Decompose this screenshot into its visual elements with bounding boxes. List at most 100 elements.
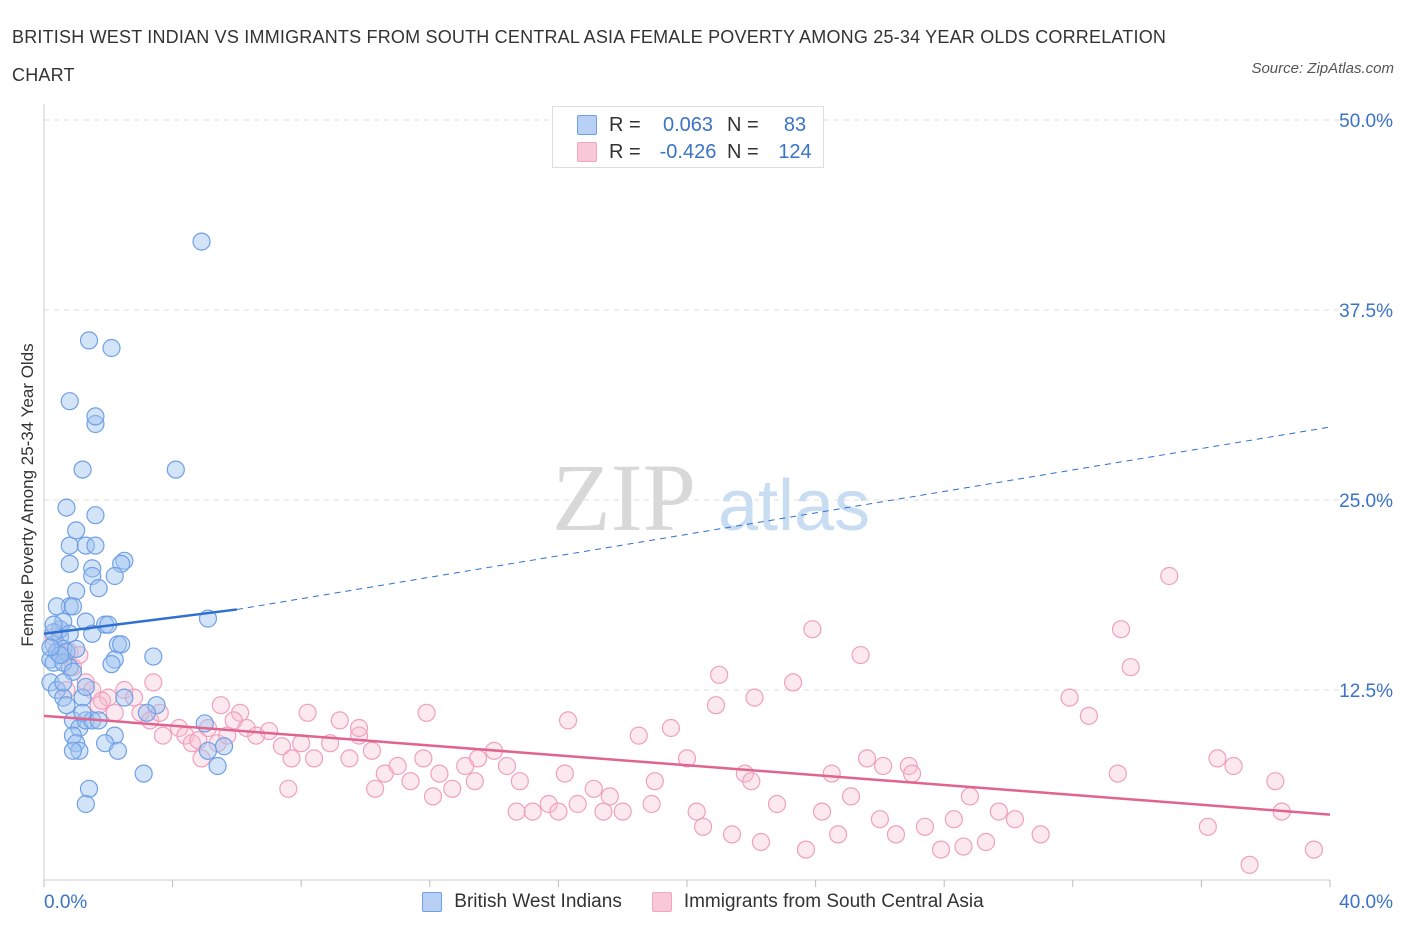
point-south-central-asia [1121, 658, 1140, 677]
point-south-central-asia [555, 764, 574, 783]
y-tick-label: 37.5% [1339, 301, 1393, 322]
point-south-central-asia [584, 779, 603, 798]
trend-line-pink [43, 714, 1331, 816]
point-south-central-asia [366, 779, 385, 798]
watermark-atlas: atlas [718, 466, 870, 546]
legend-row-blue: R = 0.063 N = 83 [577, 112, 817, 138]
point-south-central-asia [298, 703, 317, 722]
point-south-central-asia [153, 726, 173, 745]
point-british-west-indians [73, 460, 92, 479]
point-south-central-asia [497, 756, 517, 776]
point-south-central-asia [465, 772, 484, 791]
chart-title: BRITISH WEST INDIAN VS IMMIGRANTS FROM S… [12, 27, 1167, 85]
point-south-central-asia [282, 749, 301, 768]
point-south-central-asia [886, 825, 906, 844]
point-south-central-asia [401, 772, 420, 791]
point-south-central-asia [745, 688, 764, 707]
point-british-west-indians [67, 639, 86, 659]
point-british-west-indians [41, 673, 60, 692]
series-legend: British West Indians Immigrants from Sou… [0, 888, 1406, 916]
point-british-west-indians [60, 624, 79, 643]
point-british-west-indians [86, 407, 105, 426]
point-south-central-asia [829, 825, 848, 844]
legend-n-value: 124 [778, 140, 812, 163]
legend-label: British West Indians [454, 891, 622, 912]
point-british-west-indians [57, 498, 76, 517]
point-south-central-asia [304, 749, 324, 768]
legend-r-value: 0.063 [662, 113, 714, 136]
point-south-central-asia [613, 802, 632, 821]
point-british-west-indians [60, 554, 79, 573]
point-south-central-asia [340, 749, 359, 768]
legend-label: Immigrants from South Central Asia [683, 891, 984, 912]
point-british-west-indians [76, 536, 95, 555]
point-south-central-asia [767, 794, 787, 814]
point-south-central-asia [362, 741, 382, 760]
point-south-central-asia [874, 756, 893, 776]
point-british-west-indians [47, 680, 66, 700]
legend-n-label: N = [727, 140, 759, 163]
correlation-legend: R = 0.063 N = 83 R = -0.426 N = 124 [552, 106, 824, 168]
point-british-west-indians [50, 645, 70, 665]
point-south-central-asia [279, 779, 298, 798]
point-british-west-indians [63, 711, 83, 730]
point-british-west-indians [73, 688, 92, 707]
point-british-west-indians [144, 647, 163, 666]
point-south-central-asia [1160, 566, 1179, 586]
point-british-west-indians [57, 696, 76, 715]
point-british-west-indians [115, 688, 134, 707]
point-south-central-asia [710, 665, 729, 684]
point-south-central-asia [539, 794, 558, 814]
point-british-west-indians [47, 597, 66, 616]
legend-n-label: N = [727, 113, 759, 136]
point-british-west-indians [89, 579, 108, 598]
point-south-central-asia [388, 756, 407, 776]
point-south-central-asia [124, 688, 144, 707]
x-tick-label: 0.0% [44, 892, 87, 913]
point-south-central-asia [812, 802, 832, 821]
source-label: Source: ZipAtlas.com [1251, 60, 1394, 77]
point-south-central-asia [1005, 810, 1025, 829]
legend-r-label: R = [609, 140, 641, 163]
point-south-central-asia [751, 832, 771, 852]
point-south-central-asia [594, 802, 613, 821]
point-british-west-indians [79, 331, 99, 350]
legend-swatch-blue [422, 892, 443, 912]
trend-lines [43, 426, 1331, 816]
point-british-west-indians [67, 521, 86, 540]
point-south-central-asia [742, 772, 761, 791]
data-points [41, 232, 1324, 874]
point-south-central-asia [237, 718, 256, 738]
y-tick-label: 12.5% [1339, 681, 1393, 702]
point-british-west-indians [76, 677, 95, 697]
legend-item-british-west-indians: British West Indians [422, 888, 622, 916]
point-british-west-indians [73, 703, 92, 722]
point-south-central-asia [1208, 749, 1227, 768]
point-south-central-asia [600, 787, 619, 806]
point-south-central-asia [272, 737, 292, 756]
point-british-west-indians [214, 737, 234, 756]
watermark-zip: ZIP [552, 444, 696, 551]
point-british-west-indians [83, 559, 102, 578]
legend-r-value: -0.426 [659, 140, 717, 163]
point-south-central-asia [558, 711, 578, 730]
point-south-central-asia [629, 726, 648, 745]
point-south-central-asia [468, 749, 488, 768]
point-british-west-indians [134, 764, 153, 783]
legend-swatch-pink [577, 142, 597, 162]
trend-line-blue [43, 608, 238, 636]
point-british-west-indians [112, 635, 131, 654]
point-south-central-asia [192, 749, 211, 768]
point-british-west-indians [63, 741, 83, 760]
legend-swatch-pink [651, 892, 672, 912]
point-british-west-indians [41, 638, 60, 657]
x-tick-label: 40.0% [1339, 892, 1393, 913]
point-south-central-asia [76, 673, 95, 692]
point-south-central-asia [687, 802, 706, 821]
point-south-central-asia [414, 749, 433, 768]
point-british-west-indians [208, 756, 227, 776]
point-british-west-indians [67, 582, 86, 601]
point-south-central-asia [783, 673, 803, 692]
point-south-central-asia [822, 764, 841, 783]
